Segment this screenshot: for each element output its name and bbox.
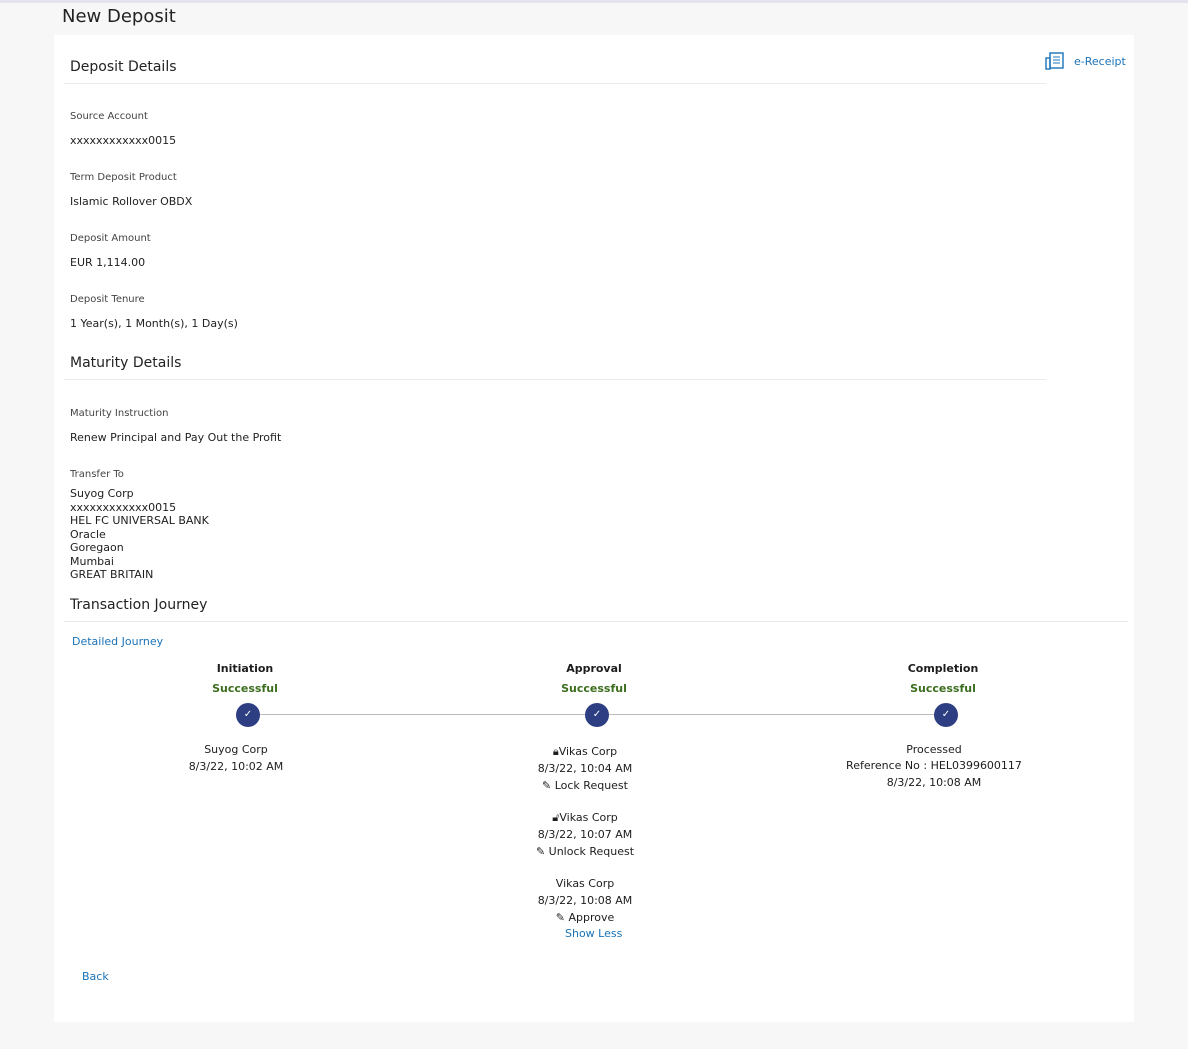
check-icon: ✓ bbox=[934, 703, 958, 727]
receipt-icon bbox=[1045, 52, 1064, 70]
transaction-journey-heading: Transaction Journey bbox=[70, 597, 208, 613]
field-label: Source Account bbox=[70, 111, 148, 122]
field-value: xxxxxxxxxxxx0015 bbox=[70, 134, 177, 147]
step-title: Initiation bbox=[216, 662, 274, 675]
pencil-icon: ✎ bbox=[555, 911, 569, 924]
action: Approve bbox=[568, 911, 615, 924]
address-line: HEL FC UNIVERSAL BANK bbox=[70, 514, 209, 527]
approval-event: Vikas Corp 8/3/22, 10:08 AM ✎ Approve bbox=[435, 875, 735, 926]
page-title: New Deposit bbox=[62, 6, 176, 27]
step-initiation: Initiation Successful bbox=[95, 660, 395, 697]
field-value: EUR 1,114.00 bbox=[70, 256, 146, 269]
time: 8/3/22, 10:08 AM bbox=[537, 894, 633, 907]
pencil-icon: ✎ bbox=[542, 779, 555, 792]
approval-event: 🔒︎Vikas Corp 8/3/22, 10:04 AM ✎ Lock Req… bbox=[435, 743, 735, 794]
step-status: Successful bbox=[561, 682, 627, 695]
time: 8/3/22, 10:02 AM bbox=[188, 760, 284, 773]
check-icon: ✓ bbox=[585, 703, 609, 727]
field-value: 1 Year(s), 1 Month(s), 1 Day(s) bbox=[70, 317, 238, 330]
detailed-journey-link[interactable]: Detailed Journey bbox=[72, 635, 164, 648]
address-line: Suyog Corp bbox=[70, 487, 134, 500]
step-completion: Completion Successful bbox=[793, 660, 1093, 697]
e-receipt-link[interactable]: e-Receipt bbox=[1045, 52, 1126, 70]
top-bar bbox=[0, 0, 1188, 3]
action: Lock Request bbox=[554, 779, 628, 792]
approval-event: 🔓︎Vikas Corp 8/3/22, 10:07 AM ✎ Unlock R… bbox=[435, 809, 735, 860]
address-line: Oracle bbox=[70, 527, 106, 541]
step-title: Completion bbox=[907, 662, 979, 675]
show-less-link[interactable]: Show Less bbox=[565, 927, 623, 940]
completion-details: Processed Reference No : HEL0399600117 8… bbox=[784, 741, 1084, 791]
divider bbox=[64, 621, 1128, 622]
time: 8/3/22, 10:04 AM bbox=[537, 762, 633, 775]
address-line: xxxxxxxxxxxx0015 bbox=[70, 500, 177, 514]
divider bbox=[64, 379, 1046, 380]
field-value: Renew Principal and Pay Out the Profit bbox=[70, 431, 282, 444]
check-icon: ✓ bbox=[236, 703, 260, 727]
address-line: Goregaon bbox=[70, 541, 124, 554]
step-status: Successful bbox=[212, 682, 278, 695]
transfer-address: Suyog Corp xxxxxxxxxxxx0015 HEL FC UNIVE… bbox=[70, 487, 209, 582]
field-label: Maturity Instruction bbox=[70, 408, 169, 419]
action: Unlock Request bbox=[548, 845, 635, 858]
e-receipt-label[interactable]: e-Receipt bbox=[1074, 54, 1126, 68]
pencil-icon: ✎ bbox=[535, 845, 549, 858]
user: Vikas Corp bbox=[559, 811, 618, 824]
time: 8/3/22, 10:08 AM bbox=[886, 776, 982, 789]
address-line: GREAT BRITAIN bbox=[70, 568, 154, 581]
step-status: Successful bbox=[910, 682, 976, 695]
reference-number: Reference No : HEL0399600117 bbox=[846, 759, 1022, 772]
field-label: Term Deposit Product bbox=[70, 172, 177, 183]
initiation-details: Suyog Corp 8/3/22, 10:02 AM bbox=[86, 741, 386, 775]
user: Suyog Corp bbox=[204, 743, 268, 756]
deposit-card bbox=[54, 35, 1134, 1022]
user: Vikas Corp bbox=[558, 745, 618, 758]
time: 8/3/22, 10:07 AM bbox=[537, 828, 633, 841]
maturity-details-heading: Maturity Details bbox=[70, 355, 182, 371]
unlock-icon: 🔓︎ bbox=[552, 811, 560, 824]
deposit-details-heading: Deposit Details bbox=[70, 59, 177, 75]
lock-icon: 🔒︎ bbox=[552, 745, 559, 758]
address-line: Mumbai bbox=[70, 554, 114, 568]
field-value: Islamic Rollover OBDX bbox=[70, 195, 193, 208]
field-label: Deposit Tenure bbox=[70, 294, 145, 305]
field-label: Transfer To bbox=[70, 469, 124, 480]
back-link[interactable]: Back bbox=[82, 970, 109, 983]
field-label: Deposit Amount bbox=[70, 233, 151, 244]
status-text: Processed bbox=[906, 743, 962, 756]
user: Vikas Corp bbox=[555, 877, 615, 890]
step-title: Approval bbox=[566, 662, 622, 675]
divider bbox=[64, 83, 1046, 84]
step-approval: Approval Successful bbox=[444, 660, 744, 697]
